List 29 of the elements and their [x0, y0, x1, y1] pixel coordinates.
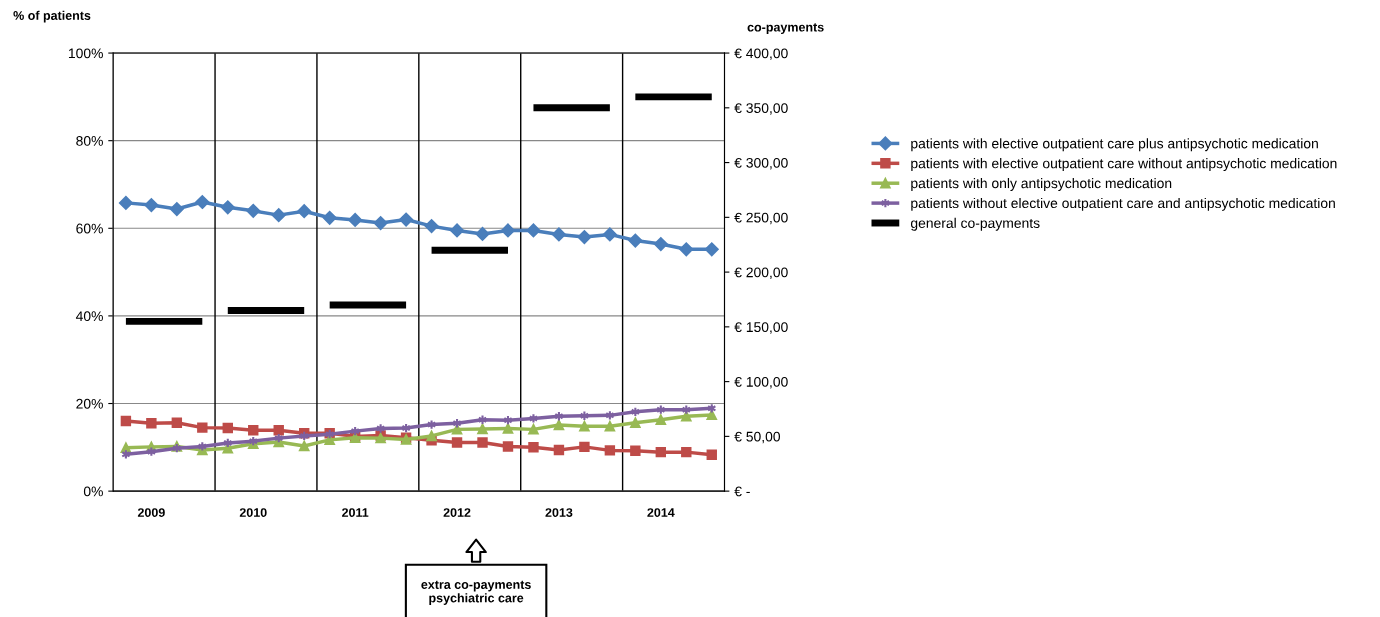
- x-tick-label: 2009: [137, 508, 165, 517]
- legend-label: patients with only antipsychotic medication: [911, 178, 1172, 191]
- x-tick-label: 2012: [443, 508, 471, 517]
- legend-label: patients with elective outpatient care plus antipsychotic medication: [911, 138, 1318, 152]
- y-tick-label: 20%: [76, 398, 103, 409]
- legend-label: patients without elective outpatient care and antipsychotic medication: [911, 197, 1335, 211]
- y2-tick-label: € 400,00: [734, 48, 788, 60]
- y2-tick-label: € -: [734, 486, 750, 497]
- y2-tick-label: € 50,00: [734, 431, 781, 444]
- y-axis-title: % of patients: [13, 10, 91, 23]
- y-tick-label: 60%: [76, 223, 103, 234]
- x-tick-label: 2014: [647, 508, 675, 517]
- y-tick-label: 100%: [68, 48, 103, 59]
- legend-label: patients with elective outpatient care without antipsychotic medication: [911, 158, 1337, 172]
- x-tick-label: 2010: [239, 508, 267, 517]
- y2-tick-label: € 150,00: [734, 322, 788, 334]
- y-tick-label: 80%: [76, 136, 103, 146]
- y-tick-label: 0%: [83, 486, 103, 497]
- y-tick-label: 40%: [75, 311, 103, 322]
- y2-tick-label: € 200,00: [734, 267, 788, 279]
- y2-tick-label: € 100,00: [734, 376, 788, 389]
- y2-tick-label: € 350,00: [734, 103, 788, 115]
- x-tick-label: 2013: [545, 508, 573, 517]
- legend-label: general co-payments: [910, 217, 1040, 231]
- y2-tick-label: € 300,00: [734, 157, 788, 170]
- y2-tick-label: € 250,00: [734, 212, 788, 225]
- text: extra co-payments psychiatric care: [421, 580, 531, 605]
- x-tick-label: 2011: [342, 508, 369, 517]
- y2-axis-title: co-payments: [747, 23, 824, 35]
